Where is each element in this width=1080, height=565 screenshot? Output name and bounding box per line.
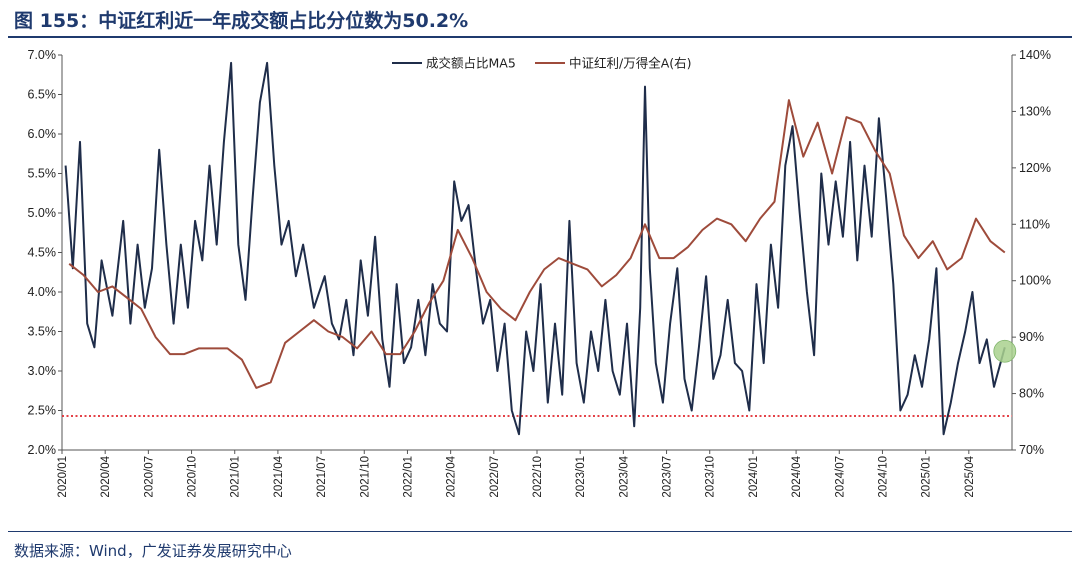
x-tick-label: 2022/07 [489,456,501,498]
y-right-tick-label: 100% [1019,274,1051,288]
y-right-tick-label: 80% [1019,387,1044,401]
x-tick-label: 2024/07 [834,456,846,498]
highlight-point [993,339,1017,363]
series-turnover-ratio-ma5 [64,61,1006,436]
line-chart: 2.0% 2.5% 3.0% 3.5% 4.0% 4.5% 5.0% 5.5% 6.0% 6.5%… [28,48,1051,498]
x-tick-label: 2024/04 [791,455,803,497]
y-right-tick-label: 110% [1019,217,1050,231]
x-tick-label: 2023/01 [575,456,587,498]
x-tick-label: 2020/01 [57,456,69,498]
chart-legend: 成交额占比MA5 中证红利/万得全A(右) [392,56,692,71]
y-left-tick-label: 3.0% [28,364,57,378]
x-tick-label: 2020/10 [187,456,199,498]
chart-series [62,61,1017,436]
x-tick-label: 2021/07 [316,456,328,498]
y-left-tick-label: 2.0% [28,443,57,457]
x-tick-label: 2025/04 [964,455,976,497]
y-right-tick-label: 90% [1019,330,1044,344]
x-tick-label: 2024/01 [748,456,760,498]
y-left-tick-label: 5.0% [28,206,57,220]
title-rule [8,36,1072,38]
x-tick-label: 2025/01 [921,456,933,498]
x-tick-label: 2020/07 [143,456,155,498]
x-tick-label: 2022/01 [402,456,414,498]
data-source: 数据来源：Wind，广发证券发展研究中心 [14,542,292,560]
y-left-tick-label: 7.0% [28,48,57,62]
chart-axes: 2.0% 2.5% 3.0% 3.5% 4.0% 4.5% 5.0% 5.5% 6.0% 6.5%… [28,48,1051,498]
figure-title: 图 155：中证红利近一年成交额占比分位数为50.2% [14,10,469,32]
x-tick-label: 2022/10 [532,456,544,498]
y-right-tick-label: 70% [1019,443,1044,457]
x-tick-label: 2022/04 [446,455,458,497]
x-tick-label: 2023/04 [618,455,630,497]
y-right-tick-label: 120% [1019,161,1051,175]
y-left-tick-label: 4.0% [28,285,57,299]
y-left-tick-label: 2.5% [28,404,57,418]
y-left-tick-label: 6.5% [28,88,57,102]
x-tick-label: 2021/10 [359,456,371,498]
x-tick-label: 2021/04 [273,455,285,497]
y-left-tick-label: 5.5% [28,167,57,181]
x-tick-label: 2021/01 [230,456,242,498]
x-tick-label: 2023/07 [662,456,674,498]
y-left-tick-label: 4.5% [28,246,57,260]
source-rule [8,531,1072,532]
y-right-tick-label: 130% [1019,104,1051,118]
legend-label-turnover: 成交额占比MA5 [426,56,516,71]
x-tick-label: 2020/04 [100,455,112,497]
y-left-tick-label: 3.5% [28,325,57,339]
y-right-tick-label: 140% [1019,48,1051,62]
y-left-tick-label: 6.0% [28,127,57,141]
series-dividend-vs-wind-a [68,99,1006,389]
x-tick-label: 2023/10 [705,456,717,498]
legend-label-dividend: 中证红利/万得全A(右) [569,56,692,71]
x-tick-label: 2024/10 [877,456,889,498]
